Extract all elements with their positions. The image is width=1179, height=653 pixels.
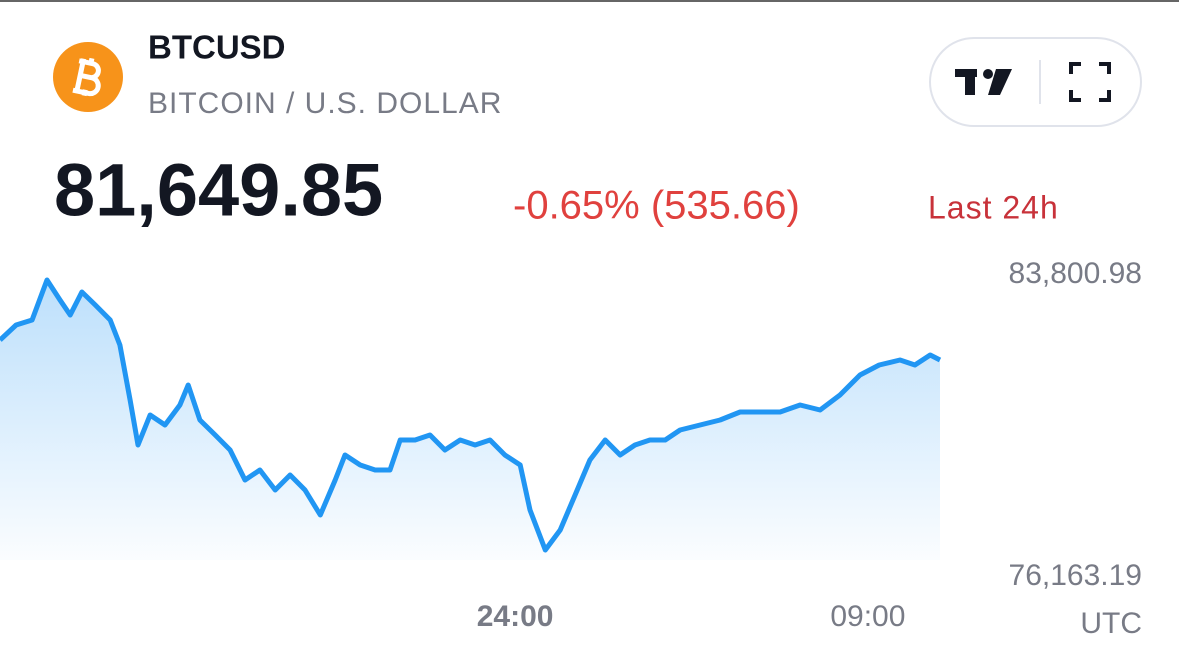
- area-fill: [0, 280, 940, 560]
- price-line: [0, 277, 942, 553]
- symbol-name: BITCOIN / U.S. DOLLAR: [148, 87, 502, 120]
- period: Last 24h: [928, 189, 1059, 225]
- symbol: BTCUSD: [148, 29, 286, 66]
- fullscreen-button[interactable]: [1069, 62, 1111, 102]
- bitcoin-icon: [53, 42, 123, 112]
- price: 81,649.85: [54, 149, 383, 232]
- x-tick-label: 09:00: [830, 600, 905, 633]
- x-tick-label: 24:00: [477, 600, 554, 633]
- y-tick-label: 76,163.19: [1009, 559, 1142, 592]
- y-tick-label: 83,800.98: [1009, 257, 1142, 290]
- toolbar: [929, 37, 1142, 127]
- tradingview-logo[interactable]: [955, 69, 1012, 95]
- x-axis-label: UTC: [1080, 607, 1142, 640]
- price-change: -0.65% (535.66): [513, 184, 800, 228]
